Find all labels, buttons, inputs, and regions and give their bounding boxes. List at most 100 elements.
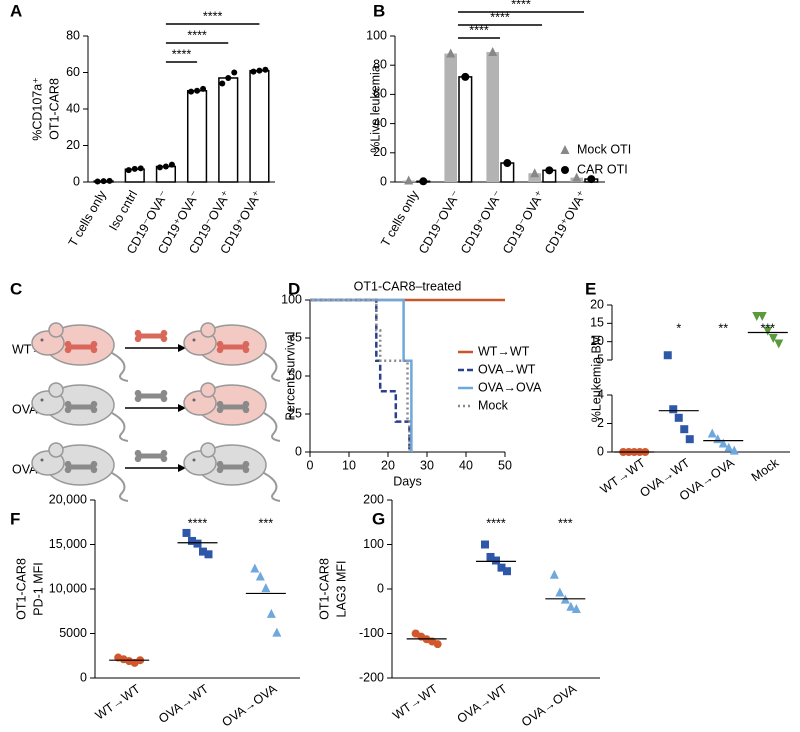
significance-label: **** — [172, 47, 192, 61]
significance-label: **** — [187, 28, 207, 42]
x-tick-label: WT→WT — [93, 681, 143, 722]
y-tick-label: 100 — [366, 28, 387, 42]
panel-letter: G — [372, 509, 385, 528]
data-point — [768, 334, 778, 343]
bone-icon — [90, 466, 98, 474]
mouse-ear — [200, 322, 216, 338]
bone-icon — [134, 455, 142, 463]
x-tick-label: T cells only — [378, 188, 422, 250]
legend-marker — [560, 145, 570, 154]
data-point — [461, 72, 470, 81]
mouse-ear — [200, 442, 216, 458]
bone-icon — [90, 400, 98, 408]
bone-icon — [220, 464, 246, 470]
y-tick-label: 100 — [281, 292, 302, 306]
y-tick-label: 40 — [373, 116, 387, 130]
bone-icon — [134, 329, 142, 337]
chart-title: OT1-CAR8–treated — [354, 279, 462, 293]
bone-icon — [134, 395, 142, 403]
mouse-tail — [263, 412, 281, 442]
significance-label: **** — [486, 516, 506, 530]
mouse-eye — [40, 398, 44, 402]
mouse-tail — [263, 352, 281, 382]
panel-letter: B — [373, 1, 385, 20]
survival-line — [310, 298, 413, 452]
y-axis-label: OT1-CAR8 — [14, 558, 28, 620]
bone-icon — [242, 406, 250, 414]
data-point — [193, 539, 202, 548]
bar — [528, 173, 541, 182]
bone-icon — [90, 406, 98, 414]
y-tick-label: 15 — [590, 316, 604, 330]
bar — [249, 69, 270, 183]
data-point — [674, 413, 683, 422]
x-tick-label: T cells only — [66, 188, 110, 250]
y-tick-label: -100 — [359, 626, 384, 640]
x-tick-label: CD19⁺OVA⁻ — [458, 188, 505, 256]
data-point — [486, 552, 495, 561]
mouse-eye — [192, 398, 196, 402]
arrow-head — [178, 344, 186, 352]
bone-icon — [242, 460, 250, 468]
bone-icon — [64, 466, 72, 474]
data-point — [530, 168, 540, 178]
legend-label: OVA→OVA — [478, 380, 542, 394]
bone-icon — [64, 460, 72, 468]
data-point — [225, 74, 232, 81]
data-point — [94, 178, 101, 185]
y-axis-label: %Live leukemia — [368, 65, 382, 153]
data-point — [566, 601, 576, 611]
y-axis-label: OT1-CAR8 — [317, 558, 331, 620]
data-point — [261, 583, 271, 593]
data-point — [100, 178, 107, 185]
y-tick-label: 25 — [288, 406, 302, 420]
x-tick-label: OVA→WT — [455, 681, 510, 726]
x-tick-label: Iso cntrl — [106, 188, 140, 233]
data-point — [162, 163, 169, 170]
bone-icon — [220, 344, 246, 350]
significance-label: **** — [188, 516, 208, 530]
bone-icon — [160, 449, 168, 457]
arrow-head — [178, 464, 186, 472]
y-tick-label: 60 — [373, 87, 387, 101]
bone-icon — [138, 333, 164, 339]
data-point — [231, 69, 238, 76]
data-point — [555, 587, 565, 597]
data-point — [137, 165, 144, 172]
bone-icon — [64, 400, 72, 408]
x-tick-label: CD19⁻OVA⁺ — [500, 188, 547, 256]
mouse-ear — [200, 382, 216, 398]
x-tick-label: Mock — [749, 455, 782, 484]
data-point — [199, 547, 207, 556]
data-point — [763, 326, 773, 336]
data-point — [125, 167, 132, 174]
data-point — [194, 87, 201, 94]
bone-icon — [216, 400, 224, 408]
y-tick-label: 0 — [597, 444, 604, 458]
panel-letter: F — [10, 509, 20, 528]
y-axis-label: LAG3 MFI — [334, 561, 348, 618]
y-tick-label: 20 — [373, 145, 387, 159]
bone-icon — [216, 340, 224, 348]
bone-icon — [68, 344, 94, 350]
data-point — [446, 48, 456, 58]
x-tick-label: OVA→WT — [156, 681, 211, 726]
bone-icon — [134, 449, 142, 457]
data-point — [724, 442, 734, 452]
mouse-eye — [40, 458, 44, 462]
arrow-head — [178, 404, 186, 412]
x-tick-label: OVA→OVA — [519, 681, 580, 729]
y-tick-label: 80 — [373, 57, 387, 71]
x-tick-label: CD19⁻OVA⁻ — [416, 188, 463, 256]
y-tick-label: 15,000 — [49, 537, 87, 551]
data-point — [256, 67, 263, 74]
bone-icon — [216, 460, 224, 468]
significance-label: **** — [511, 0, 531, 11]
y-tick-label: 4 — [597, 387, 604, 401]
bar — [486, 52, 499, 183]
data-point — [685, 435, 694, 444]
mouse-tail — [111, 352, 129, 382]
data-point — [669, 405, 678, 414]
x-tick-label: 50 — [498, 458, 512, 472]
